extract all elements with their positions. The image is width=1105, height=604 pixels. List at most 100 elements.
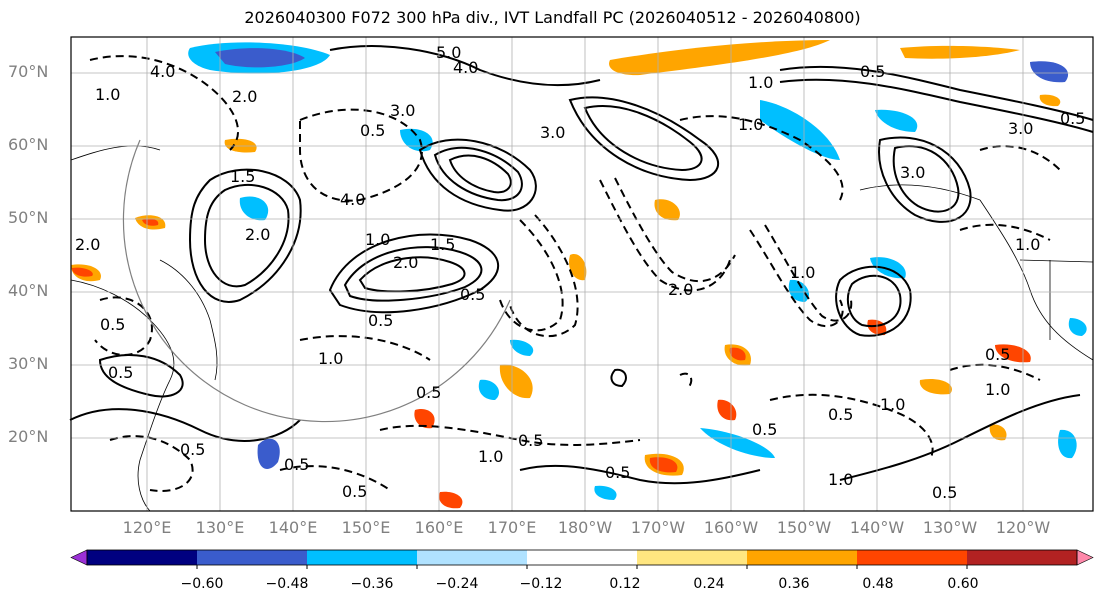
pos-patch bbox=[919, 378, 952, 395]
neg-patch bbox=[239, 196, 269, 221]
contour-label: 1.5 bbox=[230, 167, 255, 186]
contour-label: 2.0 bbox=[668, 280, 693, 299]
pos-patch bbox=[995, 344, 1031, 363]
contour-label: 5.0 bbox=[436, 43, 461, 62]
contour-label: 3.0 bbox=[390, 101, 415, 120]
colorbar-segment bbox=[747, 550, 858, 565]
lat-label: 30°N bbox=[8, 354, 49, 373]
pos-patch bbox=[900, 45, 1020, 59]
contour-solid bbox=[519, 464, 761, 485]
pos-patch bbox=[654, 199, 680, 221]
coastline bbox=[979, 199, 1094, 361]
colorbar-tick-label: 0.48 bbox=[862, 576, 894, 592]
contour-label: 0.5 bbox=[284, 455, 309, 474]
neg-patch bbox=[700, 428, 775, 458]
contour-label: 0.5 bbox=[360, 121, 385, 140]
contour-label: 0.5 bbox=[932, 483, 957, 502]
contour-label: 0.5 bbox=[416, 383, 441, 402]
lon-label: 170°E bbox=[487, 518, 537, 537]
contour-solid bbox=[328, 233, 500, 314]
contour-solid bbox=[418, 138, 537, 212]
contour-dashed bbox=[979, 145, 1061, 171]
contour-label: 1.0 bbox=[1015, 235, 1040, 254]
contour-label: 0.5 bbox=[518, 431, 543, 450]
contour-dashed bbox=[379, 424, 641, 446]
coastline bbox=[1019, 259, 1094, 263]
contour-label: 2.0 bbox=[245, 225, 270, 244]
coastline bbox=[70, 279, 175, 512]
colorbar-border bbox=[86, 549, 1078, 566]
contour-label: 1.0 bbox=[478, 447, 503, 466]
contour-dashed bbox=[509, 214, 579, 338]
pos-patch bbox=[1039, 94, 1061, 107]
pos-patch bbox=[609, 40, 830, 76]
neg-patch bbox=[875, 109, 918, 132]
lat-label: 40°N bbox=[8, 281, 49, 300]
colorbar-segment bbox=[637, 550, 748, 565]
contour-dashed bbox=[299, 108, 423, 202]
contour-label: 0.5 bbox=[180, 440, 205, 459]
colorbar-tick-label: −0.60 bbox=[180, 576, 224, 592]
map-title: 2026040300 F072 300 hPa div., IVT Landfa… bbox=[244, 8, 861, 27]
contour-label: 3.0 bbox=[540, 123, 565, 142]
contour-solid bbox=[433, 146, 523, 202]
colorbar-extend-min bbox=[70, 549, 88, 566]
colorbar-tick-label: 0.36 bbox=[778, 576, 810, 592]
neg-patch bbox=[1068, 318, 1087, 336]
colorbar-tick-label: −0.36 bbox=[350, 576, 394, 592]
lon-label: 160°W bbox=[703, 518, 759, 537]
lon-label: 140°W bbox=[849, 518, 905, 537]
neg-patch bbox=[594, 485, 617, 500]
lat-label: 20°N bbox=[8, 427, 49, 446]
lon-label: 130°E bbox=[195, 518, 245, 537]
lon-label: 140°E bbox=[268, 518, 318, 537]
lat-label: 50°N bbox=[8, 208, 49, 227]
contour-label: 1.0 bbox=[985, 380, 1010, 399]
colorbar-segment bbox=[87, 550, 198, 565]
pos-patch bbox=[569, 254, 587, 281]
contour-label: 3.0 bbox=[1008, 119, 1033, 138]
colorbar-segment bbox=[967, 550, 1078, 565]
contour-label: 0.5 bbox=[108, 363, 133, 382]
contour-solid bbox=[568, 96, 720, 182]
colorbar-tick-label: −0.24 bbox=[435, 576, 479, 592]
lat-label: 70°N bbox=[8, 62, 49, 81]
contour-dashed bbox=[949, 363, 1041, 381]
contour-dashed bbox=[499, 219, 564, 332]
colorbar-segment bbox=[417, 550, 528, 565]
contour-solid bbox=[203, 183, 290, 288]
contour-label: 4.0 bbox=[453, 58, 478, 77]
grid-layer bbox=[71, 37, 1093, 511]
neg-patch bbox=[478, 379, 500, 400]
contour-solid bbox=[779, 78, 1094, 133]
contour-solid bbox=[779, 65, 1094, 121]
colorbar-tick-label: 0.12 bbox=[609, 576, 641, 592]
contour-label: 0.5 bbox=[828, 405, 853, 424]
colorbar-segment bbox=[197, 550, 308, 565]
lon-label: 160°E bbox=[414, 518, 464, 537]
contour-label: 1.0 bbox=[95, 85, 120, 104]
contour-dashed bbox=[299, 335, 431, 361]
contour-dashed bbox=[599, 179, 731, 292]
plot-border bbox=[70, 36, 1094, 512]
contour-label: 1.0 bbox=[365, 230, 390, 249]
pos-patch bbox=[989, 424, 1007, 441]
contour-dashed bbox=[679, 372, 693, 389]
colorbar bbox=[70, 549, 1094, 569]
contour-label: 0.5 bbox=[605, 463, 630, 482]
contour-label: 0.5 bbox=[1060, 109, 1085, 128]
contour-dashed bbox=[764, 224, 853, 322]
pos-core-patch bbox=[72, 267, 93, 277]
neg-patch bbox=[1058, 429, 1077, 459]
contour-dashed bbox=[769, 393, 934, 461]
contour-label: 2.0 bbox=[393, 253, 418, 272]
contour-label: 1.0 bbox=[748, 73, 773, 92]
lon-label: 130°W bbox=[922, 518, 978, 537]
contour-label: 0.5 bbox=[100, 315, 125, 334]
contour-dashed bbox=[749, 229, 844, 327]
contour-label: 4.0 bbox=[150, 62, 175, 81]
contour-label: 1.5 bbox=[430, 235, 455, 254]
colorbar-extend-max bbox=[1076, 549, 1094, 566]
lon-label: 170°W bbox=[630, 518, 686, 537]
